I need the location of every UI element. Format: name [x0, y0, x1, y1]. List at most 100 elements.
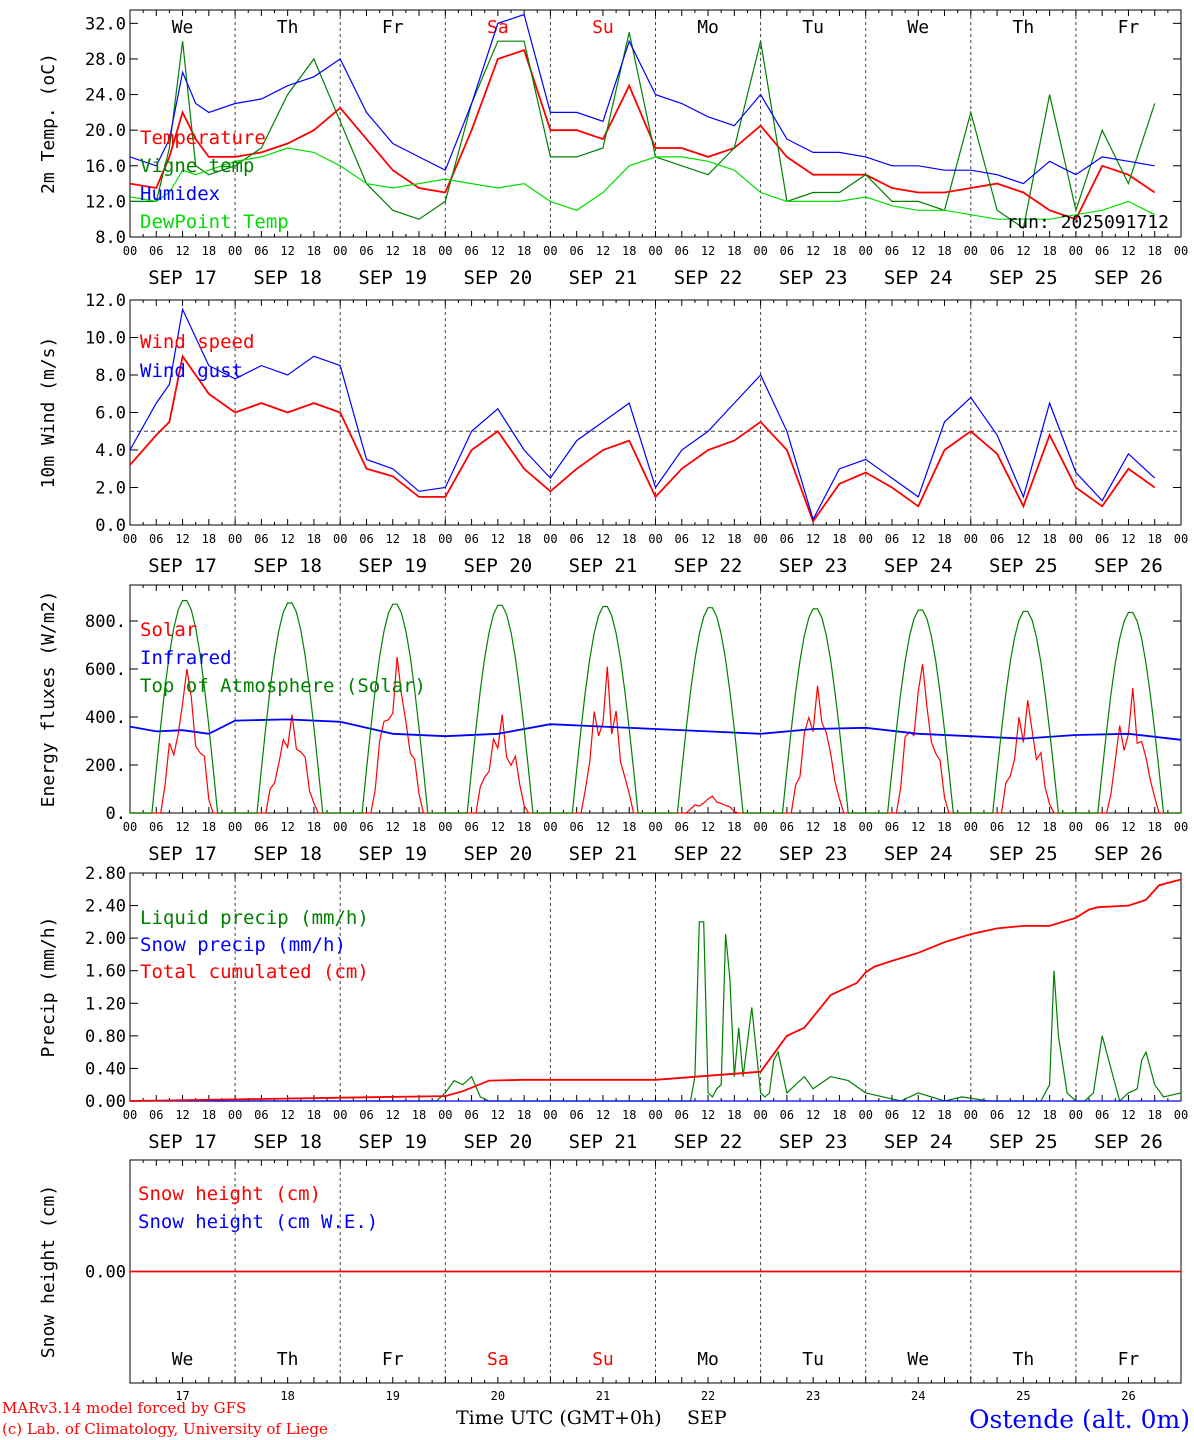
- y-tick-label: 32.0: [85, 14, 126, 34]
- hour-tick-label: 18: [202, 532, 216, 546]
- y-tick-label: 0.00: [85, 1092, 126, 1112]
- hour-tick-label: 18: [1042, 244, 1056, 258]
- y-tick-label: 600.: [85, 660, 126, 680]
- hour-tick-label: 18: [412, 532, 426, 546]
- hour-tick-label: 00: [858, 1108, 872, 1122]
- date-label: SEP 25: [989, 555, 1058, 577]
- panel-snow: 0.00 Snow height (cm) Snow height (cm) Snow…: [38, 1159, 1182, 1403]
- hour-tick-label: 06: [464, 532, 478, 546]
- y-axis-title: Energy fluxes (W/m2): [38, 591, 59, 808]
- date-label: SEP 24: [884, 555, 953, 577]
- date-label: SEP 18: [253, 267, 322, 289]
- y-tick-label: 12.0: [85, 192, 126, 212]
- hour-tick-label: 18: [517, 820, 531, 834]
- day-number-label: 23: [806, 1389, 820, 1403]
- hour-tick-label: 12: [1121, 532, 1135, 546]
- hour-tick-label: 12: [1016, 820, 1030, 834]
- hour-tick-label: 00: [543, 820, 557, 834]
- y-axis-title: 10m Wind (m/s): [38, 337, 59, 489]
- hour-tick-label: 18: [727, 244, 741, 258]
- hour-tick-label: 18: [1042, 532, 1056, 546]
- y-tick-label: 16.0: [85, 157, 126, 177]
- hour-tick-label: 00: [964, 820, 978, 834]
- hour-tick-label: 18: [1042, 1108, 1056, 1122]
- date-label: SEP 22: [674, 843, 743, 865]
- hour-tick-label: 12: [596, 820, 610, 834]
- date-label: SEP 22: [674, 555, 743, 577]
- date-label: SEP 24: [884, 843, 953, 865]
- hour-tick-label: 00: [1174, 244, 1188, 258]
- hour-tick-label: 00: [648, 532, 662, 546]
- hour-tick-label: 18: [1147, 532, 1161, 546]
- hour-tick-label: 12: [386, 532, 400, 546]
- weekday-label: Fr: [1118, 1349, 1140, 1370]
- day-number-label: 17: [175, 1389, 189, 1403]
- hour-tick-label: 12: [911, 532, 925, 546]
- y-tick-label: 0.: [106, 804, 126, 824]
- y-tick-label: 2.80: [85, 864, 126, 884]
- date-label: SEP 21: [569, 1131, 638, 1153]
- hour-tick-label: 06: [990, 820, 1004, 834]
- day-number-label: 21: [596, 1389, 610, 1403]
- date-label: SEP 22: [674, 1131, 743, 1153]
- panel-energy: 0. 200. 400. 600. 800. Energy fluxes (W/m2) So…: [38, 584, 1188, 865]
- hour-tick-label: 12: [701, 820, 715, 834]
- hour-tick-label: 12: [701, 1108, 715, 1122]
- credit-line-2: (c) Lab. of Climatology, University of L…: [2, 1420, 328, 1438]
- date-label: SEP 24: [884, 1131, 953, 1153]
- date-label: SEP 25: [989, 267, 1058, 289]
- hour-tick-label: 18: [412, 1108, 426, 1122]
- day-number-label: 20: [491, 1389, 505, 1403]
- hour-tick-label: 12: [806, 532, 820, 546]
- hour-tick-label: 12: [1121, 820, 1135, 834]
- hour-tick-label: 06: [780, 1108, 794, 1122]
- hour-tick-label: 12: [386, 1108, 400, 1122]
- hour-tick-label: 12: [175, 1108, 189, 1122]
- hour-tick-label: 00: [333, 1108, 347, 1122]
- weekday-label: Su: [592, 17, 614, 38]
- day-number-label: 19: [386, 1389, 400, 1403]
- series-line: [130, 921, 1182, 1103]
- hour-tick-label: 00: [123, 244, 137, 258]
- hour-tick-label: 12: [701, 244, 715, 258]
- y-axis-title: Precip (mm/h): [38, 917, 59, 1058]
- y-tick-label: 20.0: [85, 121, 126, 141]
- y-tick-label: 24.0: [85, 86, 126, 106]
- hour-tick-label: 06: [254, 1108, 268, 1122]
- weekday-label: Mo: [697, 17, 719, 38]
- y-tick-label: 28.0: [85, 50, 126, 70]
- date-label: SEP 20: [464, 555, 533, 577]
- date-label: SEP 21: [569, 843, 638, 865]
- hour-tick-label: 00: [123, 1108, 137, 1122]
- y-tick-label: 800.: [85, 612, 126, 632]
- hour-tick-label: 18: [727, 1108, 741, 1122]
- credit-line-1: MARv3.14 model forced by GFS: [2, 1399, 246, 1417]
- date-label: SEP 19: [358, 843, 427, 865]
- hour-tick-label: 00: [543, 532, 557, 546]
- y-axis-title: 2m Temp. (oC): [38, 53, 59, 194]
- y-tick-label: 8.0: [95, 366, 126, 386]
- hour-tick-label: 00: [648, 244, 662, 258]
- hour-tick-label: 12: [491, 1108, 505, 1122]
- legend-entry: Liquid precip (mm/h): [140, 907, 369, 929]
- y-tick-label: 6.0: [95, 404, 126, 424]
- hour-tick-label: 12: [911, 244, 925, 258]
- hour-tick-label: 18: [1147, 1108, 1161, 1122]
- hour-tick-label: 00: [1069, 244, 1083, 258]
- hour-tick-label: 18: [622, 820, 636, 834]
- date-label: SEP 18: [253, 1131, 322, 1153]
- hour-tick-label: 06: [675, 532, 689, 546]
- weekday-label: Tu: [802, 17, 824, 38]
- hour-tick-label: 00: [858, 532, 872, 546]
- weekday-label: Fr: [1118, 17, 1140, 38]
- weekday-label: Th: [277, 17, 299, 38]
- hour-tick-label: 00: [438, 532, 452, 546]
- y-tick-label: 1.60: [85, 962, 126, 982]
- legend-entry: Wind gust: [140, 360, 243, 382]
- weekday-label: Th: [1013, 17, 1035, 38]
- date-label: SEP 23: [779, 843, 848, 865]
- series-line: [129, 718, 1182, 741]
- weekday-label: We: [172, 17, 194, 38]
- hour-tick-label: 12: [175, 244, 189, 258]
